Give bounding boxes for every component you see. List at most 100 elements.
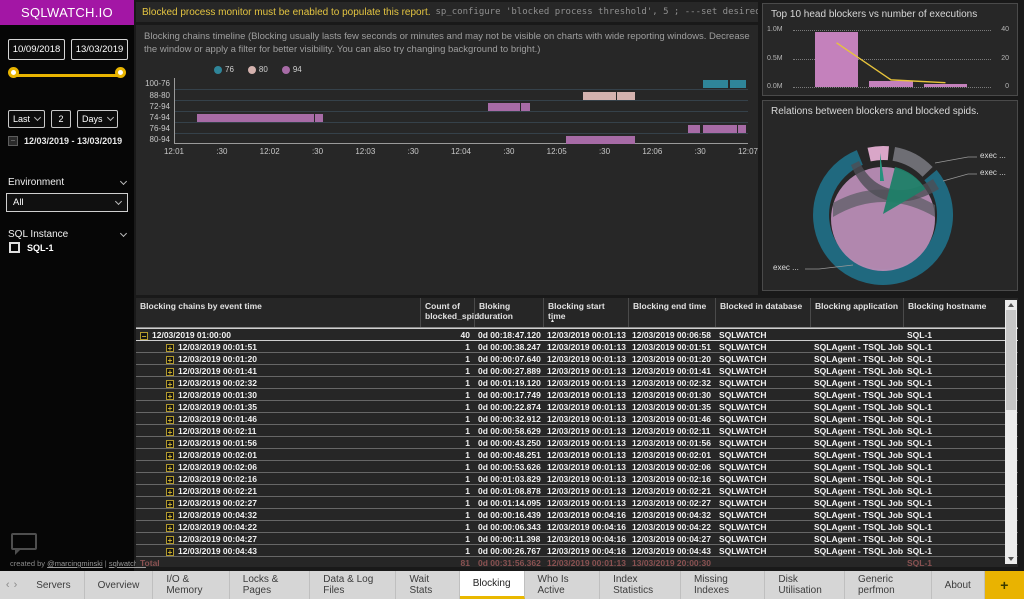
scroll-up-icon[interactable]: [1008, 303, 1014, 307]
expand-icon[interactable]: +: [166, 427, 174, 436]
collapse-icon[interactable]: −: [140, 331, 148, 340]
sql-instance-checkbox[interactable]: [9, 242, 20, 253]
table-row[interactable]: +12/03/2019 00:01:41 1 0d 00:00:27.889 12/0…: [136, 365, 1018, 377]
blocker-bar[interactable]: [869, 80, 913, 87]
author-link[interactable]: @marcingminski: [47, 559, 103, 568]
expand-icon[interactable]: +: [166, 451, 174, 460]
timeline-bar-segment[interactable]: [702, 124, 738, 133]
table-row[interactable]: +12/03/2019 00:01:35 1 0d 00:00:22.874 12/0…: [136, 401, 1018, 413]
expand-icon[interactable]: +: [166, 511, 174, 520]
slider-handle-left[interactable]: [8, 67, 19, 78]
table-row-total[interactable]: Total 81 0d 00:31:56.362 12/03/2019 00:01:1…: [136, 557, 1018, 567]
tab-disk-utilisation[interactable]: Disk Utilisation: [765, 571, 845, 599]
timeline-bar-segment[interactable]: [729, 79, 747, 88]
timeline-bar-segment[interactable]: [196, 113, 315, 122]
tab-about[interactable]: About: [932, 571, 985, 599]
chevron-down-icon[interactable]: [119, 177, 128, 185]
date-range-slider[interactable]: [8, 66, 126, 84]
relative-value-input[interactable]: 2: [51, 110, 72, 128]
calendar-checkbox[interactable]: [8, 136, 18, 146]
timeline-bar-segment[interactable]: [687, 124, 700, 133]
tab-next-icon[interactable]: ›: [13, 579, 18, 591]
timeline-bar-segment[interactable]: [315, 113, 323, 122]
expand-icon[interactable]: +: [166, 355, 174, 364]
top-blockers-plot[interactable]: 1.0M 40 0.5M 20 0.0M 0: [767, 26, 1009, 90]
date-from-input[interactable]: 10/09/2018: [8, 39, 65, 60]
expand-icon[interactable]: +: [166, 547, 174, 556]
table-row[interactable]: +12/03/2019 00:02:16 1 0d 00:01:03.829 12/0…: [136, 473, 1018, 485]
timeline-bar-segment[interactable]: [487, 102, 520, 111]
column-header-6[interactable]: Blocking application: [810, 298, 903, 327]
table-row[interactable]: +12/03/2019 00:01:20 1 0d 00:00:07.640 12/0…: [136, 353, 1018, 365]
chord-diagram[interactable]: [763, 119, 1017, 287]
expand-icon[interactable]: +: [166, 523, 174, 532]
column-header-2[interactable]: Bloking duration: [474, 298, 543, 327]
expand-icon[interactable]: +: [166, 475, 174, 484]
tab-missing-indexes[interactable]: Missing Indexes: [681, 571, 766, 599]
tab-nav-arrows[interactable]: ‹ ›: [0, 571, 23, 599]
tab-data-log-files[interactable]: Data & Log Files: [310, 571, 397, 599]
table-row[interactable]: +12/03/2019 00:01:51 1 0d 00:00:38.247 12/0…: [136, 341, 1018, 353]
scroll-down-icon[interactable]: [1008, 557, 1014, 561]
table-row[interactable]: +12/03/2019 00:02:01 1 0d 00:00:48.251 12/0…: [136, 449, 1018, 461]
tab-overview[interactable]: Overview: [85, 571, 154, 599]
table-row[interactable]: +12/03/2019 00:02:32 1 0d 00:01:19.120 12/0…: [136, 377, 1018, 389]
timeline-bar-segment[interactable]: [617, 91, 635, 100]
tab-prev-icon[interactable]: ‹: [5, 579, 10, 591]
add-page-button[interactable]: +: [984, 571, 1024, 599]
date-to-input[interactable]: 13/03/2019: [71, 39, 128, 60]
chevron-down-icon[interactable]: [119, 229, 128, 237]
expand-icon[interactable]: +: [166, 415, 174, 424]
tab-index-statistics[interactable]: Index Statistics: [600, 571, 681, 599]
expand-icon[interactable]: +: [166, 367, 174, 376]
expand-icon[interactable]: +: [166, 379, 174, 388]
tab-i-o-memory[interactable]: I/O & Memory: [153, 571, 230, 599]
expand-icon[interactable]: +: [166, 535, 174, 544]
blocker-bar[interactable]: [923, 84, 968, 87]
slider-handle-right[interactable]: [115, 67, 126, 78]
tab-servers[interactable]: Servers: [23, 571, 85, 599]
table-row[interactable]: +12/03/2019 00:01:30 1 0d 00:00:17.749 12/0…: [136, 389, 1018, 401]
expand-icon[interactable]: +: [166, 343, 174, 352]
timeline-bar-segment[interactable]: [738, 124, 747, 133]
timeline-bar-segment[interactable]: [565, 135, 635, 144]
table-row[interactable]: +12/03/2019 00:04:22 1 0d 00:00:06.343 12/0…: [136, 521, 1018, 533]
relative-unit-dropdown[interactable]: Days: [77, 110, 118, 128]
table-row-parent[interactable]: −12/03/2019 01:00:00 40 0d 00:18:47.120 12/…: [136, 328, 1018, 341]
table-row[interactable]: +12/03/2019 00:01:56 1 0d 00:00:43.250 12/0…: [136, 437, 1018, 449]
tab-generic-perfmon[interactable]: Generic perfmon: [845, 571, 932, 599]
timeline-plot[interactable]: 100-76 88-80 72-94 74-94 76-94 80-94: [145, 78, 748, 144]
site-link[interactable]: sqlwatch.io: [108, 559, 146, 568]
column-header-7[interactable]: Blocking hostname: [903, 298, 1004, 327]
column-header-3[interactable]: Blocking start time ▲: [543, 298, 628, 327]
timeline-bar-segment[interactable]: [702, 79, 728, 88]
blocker-bar[interactable]: [814, 31, 859, 87]
table-row[interactable]: +12/03/2019 00:01:46 1 0d 00:00:32.912 12/0…: [136, 413, 1018, 425]
table-row[interactable]: +12/03/2019 00:04:27 1 0d 00:00:11.398 12/0…: [136, 533, 1018, 545]
table-scrollbar[interactable]: [1005, 300, 1017, 564]
scrollbar-thumb[interactable]: [1006, 310, 1016, 411]
timeline-bar-segment[interactable]: [582, 91, 617, 100]
column-header-5[interactable]: Blocked in database: [715, 298, 810, 327]
relative-mode-dropdown[interactable]: Last: [8, 110, 46, 128]
expand-icon[interactable]: +: [166, 391, 174, 400]
column-header-0[interactable]: Blocking chains by event time: [140, 301, 262, 311]
table-row[interactable]: +12/03/2019 00:02:27 1 0d 00:01:14.095 12/0…: [136, 497, 1018, 509]
expand-icon[interactable]: +: [166, 439, 174, 448]
column-header-1[interactable]: Count of blocked_spid: [420, 298, 479, 327]
column-header-4[interactable]: Blocking end time: [628, 298, 715, 327]
table-row[interactable]: +12/03/2019 00:02:06 1 0d 00:00:53.626 12/0…: [136, 461, 1018, 473]
tab-wait-stats[interactable]: Wait Stats: [396, 571, 460, 599]
table-row[interactable]: +12/03/2019 00:04:32 1 0d 00:00:16.439 12/0…: [136, 509, 1018, 521]
table-row[interactable]: +12/03/2019 00:02:11 1 0d 00:00:58.629 12/0…: [136, 425, 1018, 437]
environment-select[interactable]: All: [6, 193, 128, 212]
expand-icon[interactable]: +: [166, 403, 174, 412]
expand-icon[interactable]: +: [166, 463, 174, 472]
expand-icon[interactable]: +: [166, 487, 174, 496]
timeline-bar-segment[interactable]: [520, 102, 531, 111]
expand-icon[interactable]: +: [166, 499, 174, 508]
tab-who-is-active[interactable]: Who Is Active: [525, 571, 601, 599]
tab-blocking[interactable]: Blocking: [459, 571, 525, 599]
table-row[interactable]: +12/03/2019 00:02:21 1 0d 00:01:08.878 12/0…: [136, 485, 1018, 497]
tab-locks-pages[interactable]: Locks & Pages: [230, 571, 311, 599]
